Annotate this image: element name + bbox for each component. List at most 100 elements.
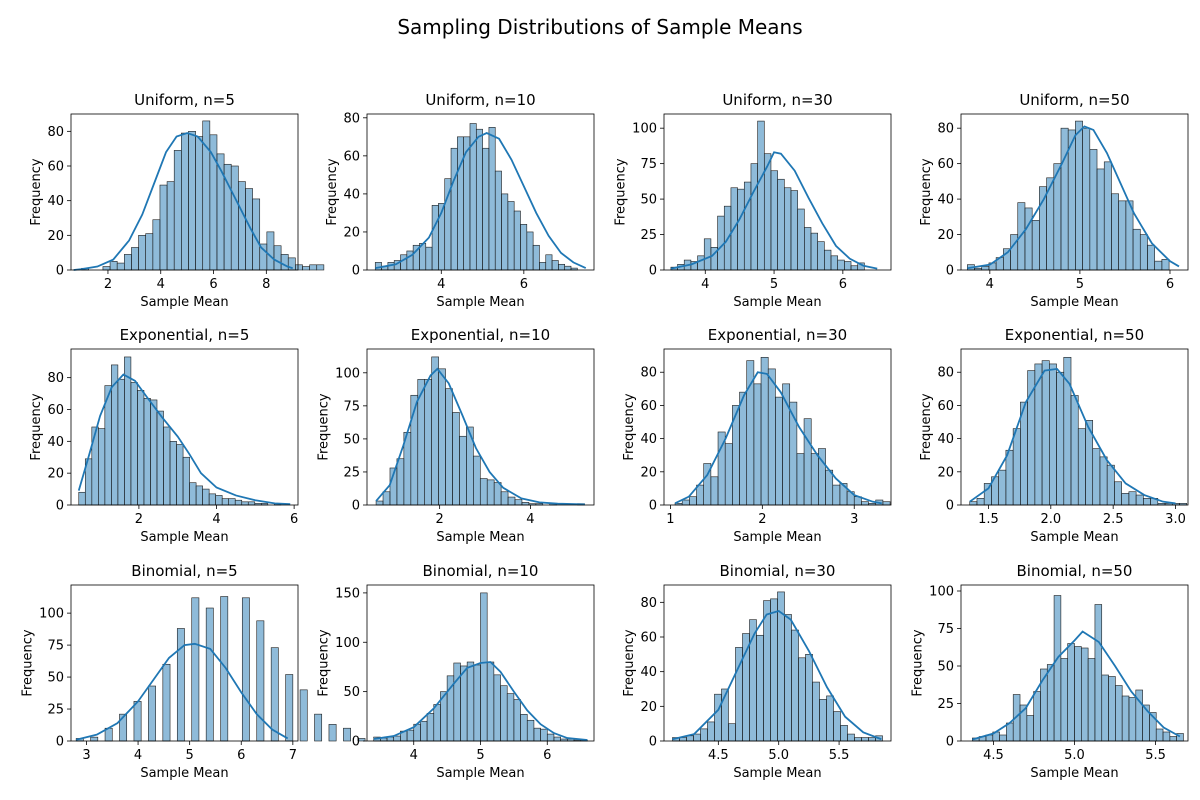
histogram-bar [1020,401,1028,506]
histogram-bar [479,478,488,506]
histogram-bar [1027,370,1036,506]
axes-frame [70,113,299,271]
histogram-bar [784,614,792,742]
histogram-bar [393,735,401,742]
histogram-bars [78,356,282,506]
x-tick-label: 1 [666,512,674,527]
histogram-bar [507,201,515,271]
histogram-bar [234,499,243,506]
histogram-bar [1147,244,1155,271]
histogram-bar [1101,674,1109,742]
histogram-bar [819,699,827,742]
histogram-bar [438,368,446,506]
y-tick-label: 40 [937,432,954,447]
histogram-bar [189,482,197,506]
histogram-bar [500,491,509,506]
histogram-bar [1096,168,1105,271]
histogram-bar [1108,676,1116,742]
histogram-bar [1067,129,1076,271]
kde-curve [674,371,882,505]
histogram-bar [482,147,490,271]
histogram-bar [195,136,204,271]
histogram-bar [1094,604,1103,742]
axes-frame [960,348,1189,506]
y-tick-label: 60 [640,399,657,414]
histogram-bar [357,738,366,742]
histogram-bar [188,131,196,271]
x-tick-label: 6 [290,512,298,527]
x-tick-label: 4 [410,748,418,763]
figure-suptitle: Sampling Distributions of Sample Means [397,15,802,39]
histogram-bar [270,647,279,742]
y-tick-label: 20 [937,228,954,243]
histogram-bar [1060,127,1069,271]
x-tick-label: 5.0 [768,748,789,763]
histogram-bar [546,733,555,742]
y-tick-label: 0 [352,499,360,514]
histogram-bar [247,501,256,506]
histogram-bar [131,247,139,271]
histogram-bar [1092,448,1101,506]
histogram-bar [124,356,132,506]
axes-frame [663,113,892,271]
y-tick-label: 0 [649,499,657,514]
y-tick-label: 50 [47,671,64,686]
y-axis-label: Frequency [622,393,637,460]
histogram-bar [1139,234,1148,271]
y-tick-label: 0 [946,735,954,750]
histogram-bar [1154,260,1163,271]
histogram-bar [150,399,158,506]
histogram-bar [681,499,690,506]
histogram-bar [450,147,458,271]
histogram-bar [1053,163,1062,271]
y-tick-label: 20 [343,225,360,240]
histogram-bar [173,150,182,271]
x-tick-label: 4.5 [983,748,1004,763]
histogram-bar [1089,149,1098,271]
histogram-bar [791,629,799,742]
histogram-bar [693,733,701,742]
histogram-bar [433,704,441,742]
histogram-bar [445,388,453,506]
y-axis-label: Frequency [622,629,637,696]
x-tick-label: 3 [850,512,858,527]
x-axis-label: Sample Mean [733,766,821,781]
y-axis-label: Frequency [614,158,629,225]
histogram-bar [473,455,481,506]
histogram-bar [295,264,303,271]
histogram-bar [1067,643,1075,742]
histogram-bar [804,227,812,271]
histogram-bar [526,231,534,271]
histogram-bar [1024,207,1033,271]
y-axis-label: Frequency [325,158,340,225]
axes-frame [663,348,892,506]
y-tick-label: 20 [47,467,64,482]
histogram-bar [1106,464,1115,506]
x-axis-label: Sample Mean [733,295,821,310]
histogram-bars [967,120,1170,271]
x-tick-label: 4 [701,277,709,292]
subplot-12: Binomial, n=50 4.5 5.0 5.5 0 25 50 75 100 Sample … [911,562,1189,781]
histogram-bar [1103,161,1112,271]
y-tick-label: 50 [343,432,360,447]
histogram-bar [796,453,805,506]
kde-curve [373,661,588,741]
histogram-bar [166,181,175,271]
histogram-bars [670,120,865,271]
histogram-bar [1053,595,1062,742]
histogram-bar [241,501,249,506]
histogram-bar [1115,685,1123,742]
y-tick-label: 0 [649,735,657,750]
y-tick-label: 40 [937,193,954,208]
y-tick-label: 80 [640,596,657,611]
x-tick-label: 6 [209,277,217,292]
subplot-title: Binomial, n=50 [1017,562,1133,580]
histogram-bar [343,727,351,742]
y-tick-label: 60 [937,157,954,172]
histogram-bar [696,484,705,506]
y-tick-label: 100 [335,366,360,381]
y-tick-label: 20 [640,465,657,480]
y-tick-label: 60 [937,399,954,414]
subplot-title: Binomial, n=30 [720,562,836,580]
y-axis-label: Frequency [21,629,36,696]
